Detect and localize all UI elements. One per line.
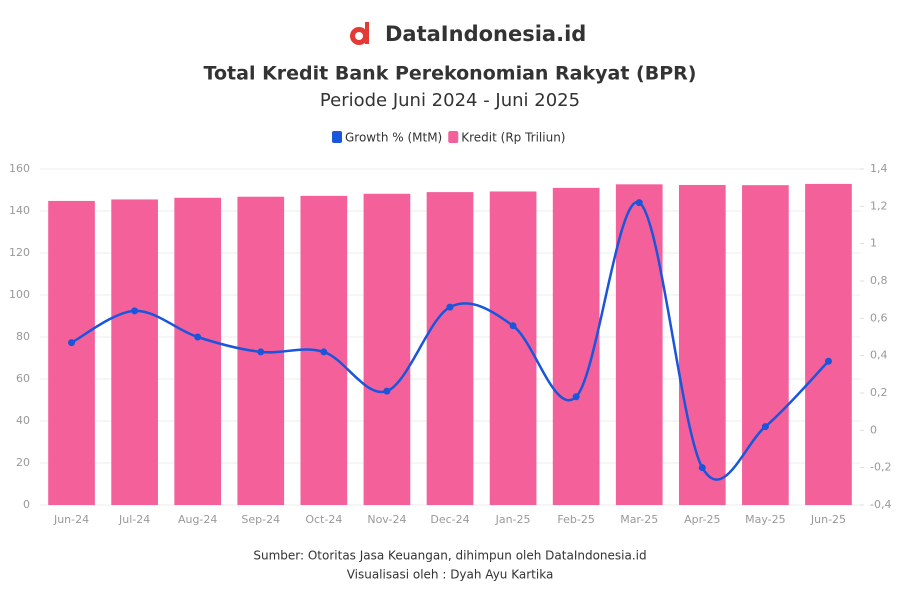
point — [131, 307, 139, 315]
bar — [174, 197, 222, 505]
y-tick-label: 140 — [9, 204, 30, 217]
y2-tick-label: 0,8 — [870, 274, 888, 287]
source: Sumber: Otoritas Jasa Keuangan, dihimpun… — [253, 549, 646, 563]
x-tick-label: Mar-25 — [620, 513, 658, 526]
x-tick-label: Sep-24 — [241, 513, 280, 526]
point — [761, 423, 769, 431]
bar — [552, 187, 600, 505]
x-tick-label: Jan-25 — [495, 513, 531, 526]
logo — [350, 22, 369, 45]
x-tick-label: Nov-24 — [367, 513, 406, 526]
bar — [363, 193, 411, 505]
x-tick-label: Dec-24 — [430, 513, 469, 526]
point — [68, 339, 76, 347]
point — [446, 303, 454, 311]
bar — [111, 199, 158, 505]
legend: Growth % (MtM) Kredit (Rp Triliun) — [332, 131, 566, 145]
legend-label: Growth % (MtM) — [345, 131, 442, 145]
logo-icon-hole — [355, 32, 363, 40]
point — [320, 348, 328, 356]
x-tick-label: Oct-24 — [305, 513, 342, 526]
y-tick-label: 80 — [16, 330, 30, 343]
point — [572, 393, 580, 401]
y2-tick-label: 0,6 — [870, 311, 888, 324]
legend-swatch — [332, 131, 342, 143]
credit: Visualisasi oleh : Dyah Ayu Kartika — [347, 568, 554, 582]
x-tick-label: Jun-25 — [810, 513, 846, 526]
x-tick-label: May-25 — [745, 513, 786, 526]
bar — [805, 183, 852, 505]
y2-tick-label: 0,2 — [870, 386, 888, 399]
bar — [48, 200, 95, 506]
bar — [742, 185, 789, 506]
bar — [615, 184, 663, 505]
point — [383, 387, 391, 395]
logo-icon-stem — [365, 22, 369, 44]
y2-tick-label: -0,2 — [870, 461, 891, 474]
point — [509, 322, 517, 330]
x-tick-label: Aug-24 — [178, 513, 217, 526]
x-tick-label: Jul-24 — [118, 513, 150, 526]
x-tick-label: Feb-25 — [557, 513, 594, 526]
y2-tick-label: 0,4 — [870, 349, 888, 362]
y2-tick-label: -0,4 — [870, 498, 891, 511]
legend-swatch — [448, 131, 459, 143]
y-tick-label: 0 — [23, 498, 30, 511]
x-tick-label: Apr-25 — [684, 513, 720, 526]
y-tick-label: 120 — [9, 246, 30, 259]
y-tick-label: 20 — [16, 456, 30, 469]
legend-label: Kredit (Rp Triliun) — [461, 131, 565, 145]
y2-tick-label: 1,2 — [870, 199, 888, 212]
y2-tick-label: 1 — [870, 237, 877, 250]
y-tick-label: 60 — [16, 372, 30, 385]
point — [635, 199, 643, 207]
point — [257, 348, 265, 356]
y-tick-label: 160 — [9, 162, 30, 175]
bar — [426, 192, 474, 505]
y2-tick-label: 0 — [870, 423, 877, 436]
point — [698, 464, 706, 472]
y-tick-label: 100 — [9, 288, 30, 301]
point — [194, 333, 202, 341]
y-tick-label: 40 — [16, 414, 30, 427]
bar — [678, 184, 726, 505]
chart-title: Total Kredit Bank Perekonomian Rakyat (B… — [204, 63, 697, 85]
y2-tick-label: 1,4 — [870, 162, 888, 175]
chart-subtitle: Periode Juni 2024 - Juni 2025 — [320, 90, 580, 111]
point — [824, 357, 832, 365]
x-tick-label: Jun-24 — [53, 513, 89, 526]
brand: DataIndonesia.id — [385, 22, 586, 46]
